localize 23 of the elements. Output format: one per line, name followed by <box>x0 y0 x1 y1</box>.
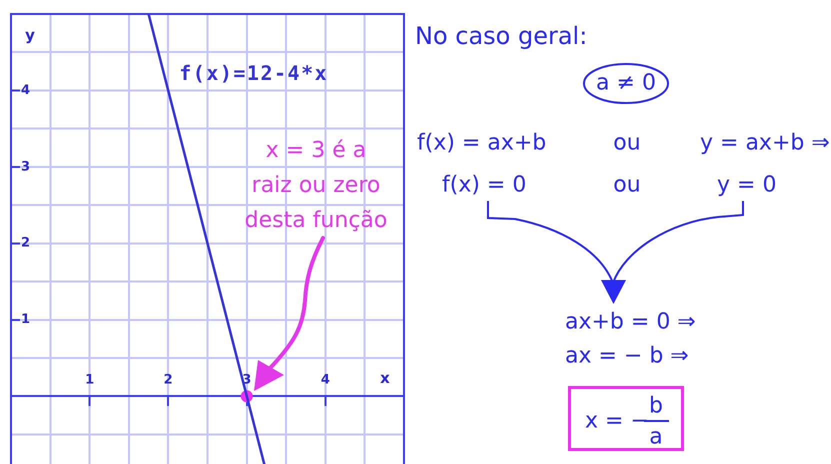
text: No caso geral: <box>415 22 588 51</box>
y-tick-label: 2 <box>21 236 30 251</box>
text: b <box>649 393 663 419</box>
text: ou <box>613 130 641 156</box>
text: ax = − b ⇒ <box>565 343 689 369</box>
text: a <box>649 424 663 450</box>
text: f(x) = ax+b <box>417 130 546 156</box>
text: y = ax+b ⇒ <box>700 130 830 156</box>
text: ax+b = 0 ⇒ <box>565 309 696 335</box>
y-tick-label: 4 <box>21 82 30 98</box>
series-label: f(x)=12-4*x <box>179 61 328 86</box>
text: a ≠ 0 <box>596 70 656 96</box>
x-tick-label: 4 <box>320 372 330 388</box>
text: f(x) = 0 <box>442 172 526 198</box>
text: ou <box>613 172 641 198</box>
annotation: x = 3 é a raiz ou zero desta função <box>244 137 388 235</box>
x-tick-label: 1 <box>85 372 94 388</box>
y-tick-label: 3 <box>21 159 30 174</box>
text: y = 0 <box>717 172 776 198</box>
y-axis-title: y <box>25 26 36 44</box>
x-tick-label: 2 <box>164 372 173 388</box>
y-tick-label: 1 <box>21 312 30 328</box>
x-axis-title: x <box>380 369 390 388</box>
